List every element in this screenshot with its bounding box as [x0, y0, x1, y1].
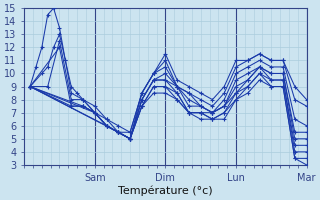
X-axis label: Température (°c): Température (°c)	[118, 185, 213, 196]
